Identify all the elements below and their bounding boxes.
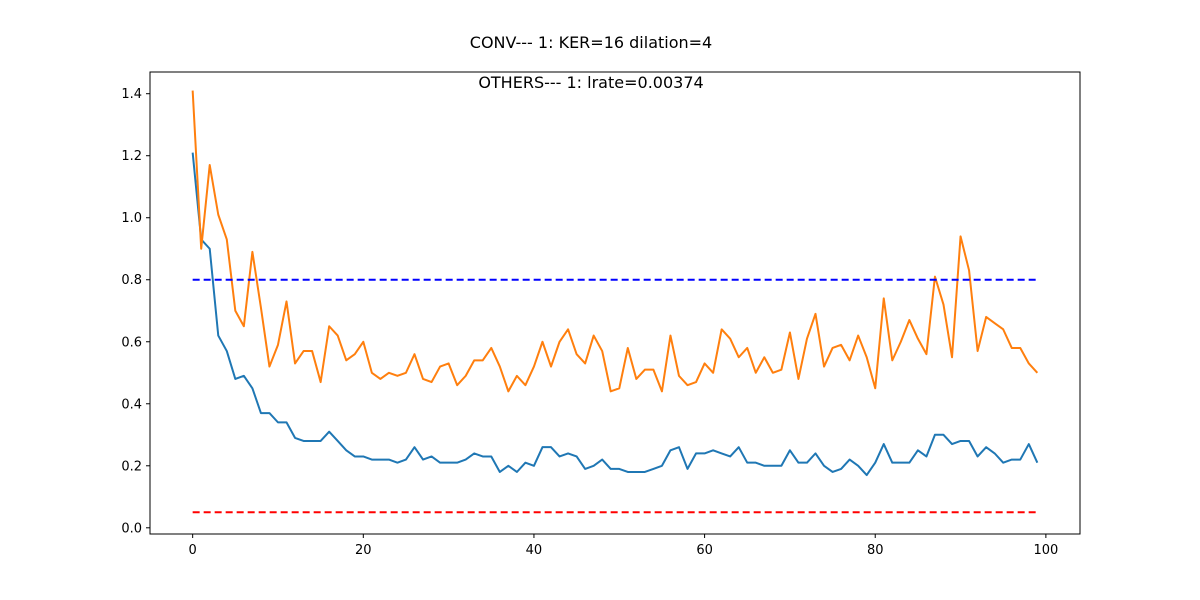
y-tick-label: 0.0 bbox=[121, 521, 142, 536]
chart-title: CONV--- 1: KER=16 dilation=4 bbox=[470, 33, 712, 52]
series-1-line bbox=[191, 152, 1039, 477]
x-tick-label: 0 bbox=[189, 543, 197, 558]
series-2-line bbox=[191, 90, 1039, 393]
y-tick-label: 1.0 bbox=[121, 211, 142, 226]
x-tick-label: 100 bbox=[1033, 543, 1058, 558]
y-tick-label: 0.4 bbox=[121, 397, 142, 412]
y-tick-label: 0.8 bbox=[121, 273, 142, 288]
plot-area bbox=[191, 90, 1039, 514]
x-axis: 0 20 40 60 80 100 bbox=[189, 534, 1058, 558]
x-tick-label: 80 bbox=[867, 543, 884, 558]
y-tick-label: 0.6 bbox=[121, 335, 142, 350]
y-tick-label: 1.4 bbox=[121, 87, 142, 102]
x-tick-label: 20 bbox=[355, 543, 372, 558]
chart-subtitle: OTHERS--- 1: lrate=0.00374 bbox=[478, 73, 703, 92]
y-axis: 0.0 0.2 0.4 0.6 0.8 1.0 1.2 1.4 bbox=[121, 87, 150, 536]
axes-frame bbox=[149, 71, 1081, 535]
y-tick-label: 0.2 bbox=[121, 459, 142, 474]
x-tick-label: 60 bbox=[696, 543, 713, 558]
x-tick-label: 40 bbox=[526, 543, 543, 558]
y-tick-label: 1.2 bbox=[121, 149, 142, 164]
